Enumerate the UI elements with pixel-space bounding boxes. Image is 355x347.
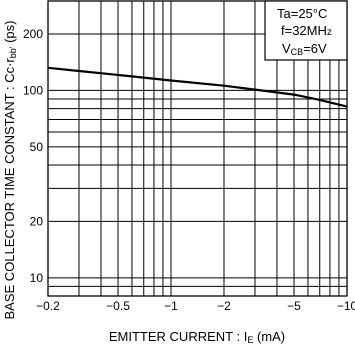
x-tick-label: −2 [217, 299, 231, 313]
y-tick-label: 20 [30, 214, 44, 228]
y-tick-label: 10 [30, 271, 44, 285]
condition-box: Ta=25°C f=32MHz VCB=6V [264, 0, 348, 61]
plot-frame [47, 0, 348, 297]
condition-voltage: VCB=6V [282, 41, 327, 57]
y-tick-label: 50 [30, 140, 44, 154]
series-line [47, 66, 348, 108]
x-tick-labels: −0.2 −0.5 −1 −2 −5 −10 [36, 299, 355, 313]
x-tick-label: −5 [287, 299, 301, 313]
y-axis-title-main: BASE COLLECTOR TIME CONSTANT : Cc·r [2, 58, 17, 320]
x-axis-title: EMITTER CURRENT : IE (mA) [109, 329, 285, 345]
x-axis-title-unit: (mA) [253, 329, 285, 344]
y-axis-title-sub: bb' [8, 46, 18, 58]
condition-box-frame [264, 0, 348, 61]
condition-voltage-sub: CB [291, 47, 304, 57]
series-layer [47, 66, 348, 108]
condition-frequency: f=32MHz [281, 23, 332, 38]
x-axis-title-sub: E [247, 335, 253, 345]
y-tick-label: 100 [23, 83, 43, 97]
condition-voltage-suffix: =6V [303, 41, 327, 56]
x-axis-title-main: EMITTER CURRENT : I [109, 329, 247, 344]
y-axis-title-unit: (ps) [2, 21, 17, 47]
condition-voltage-prefix: V [282, 41, 291, 56]
y-tick-label: 200 [23, 27, 43, 41]
condition-temperature: Ta=25°C [277, 6, 327, 21]
x-tick-label: −1 [164, 299, 178, 313]
y-axis-title: BASE COLLECTOR TIME CONSTANT : Cc·rbb' (… [2, 21, 18, 320]
x-tick-label: −10 [337, 299, 355, 313]
condition-frequency-main: f=32MH [281, 23, 327, 38]
x-tick-label: −0.5 [106, 299, 130, 313]
condition-frequency-suffix: z [327, 27, 332, 38]
x-tick-label: −0.2 [36, 299, 60, 313]
y-tick-labels: 10 20 50 100 200 [23, 27, 43, 285]
